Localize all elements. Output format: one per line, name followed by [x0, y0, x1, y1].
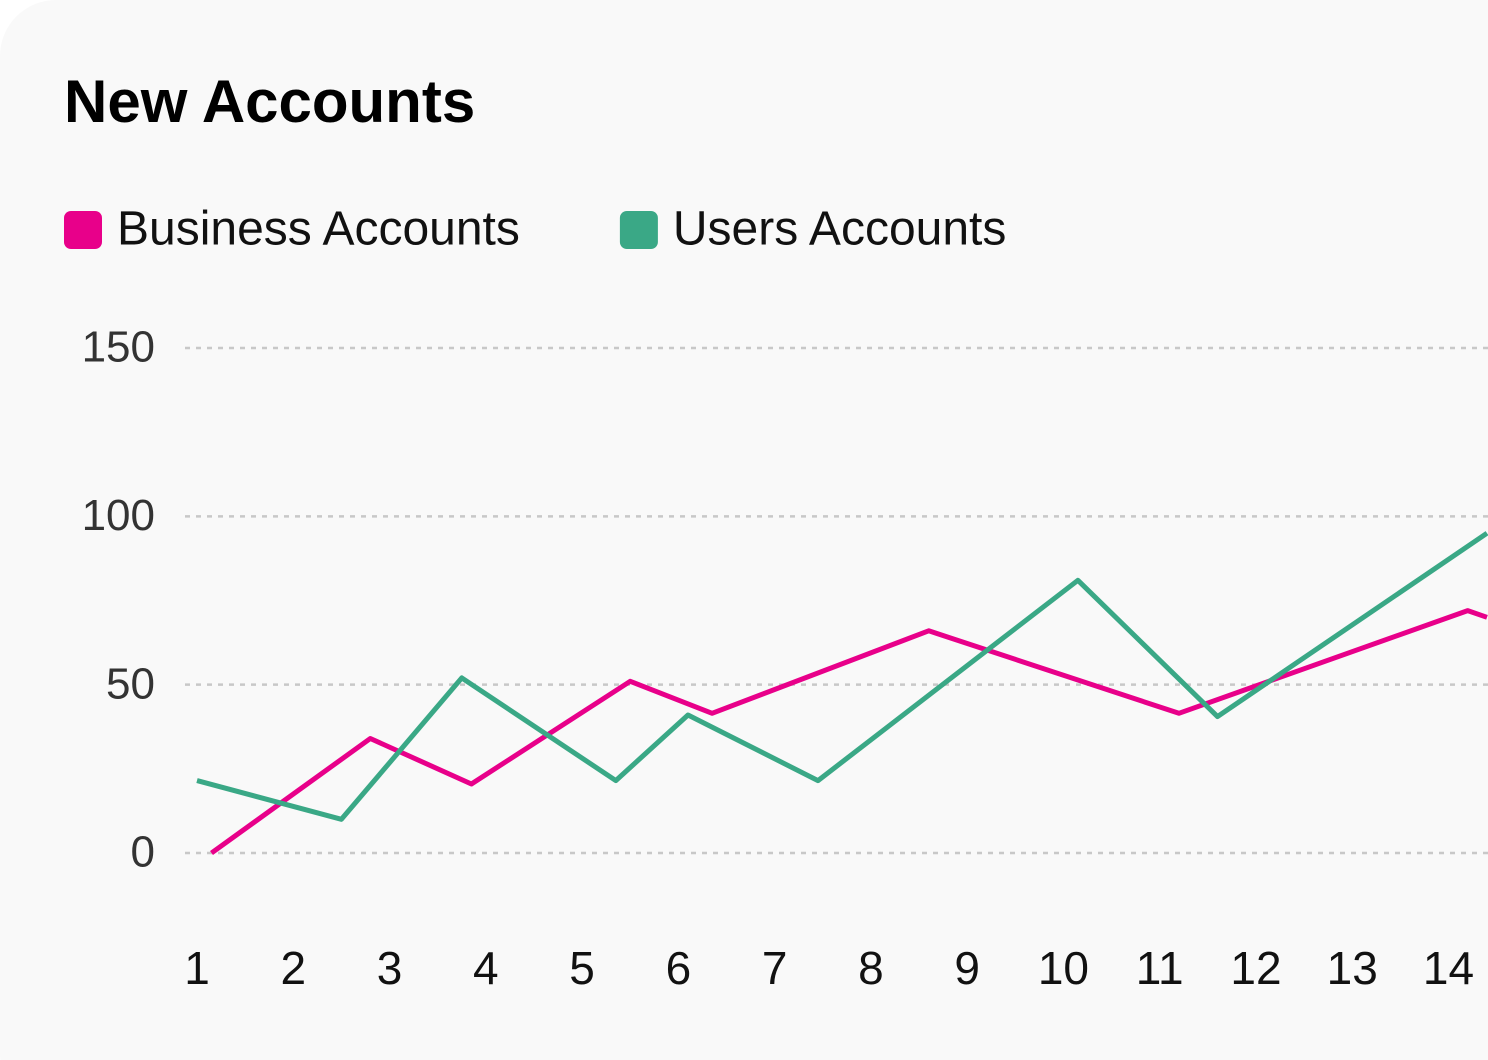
x-tick-label: 2 [281, 942, 307, 994]
y-tick-label: 50 [106, 659, 155, 708]
x-tick-label: 3 [377, 942, 403, 994]
data-line [210, 608, 1488, 856]
x-tick-label: 9 [954, 942, 980, 994]
x-tick-label: 12 [1230, 942, 1281, 994]
legend-swatch [64, 211, 102, 249]
x-tick-label: 10 [1038, 942, 1089, 994]
chart-title: New Accounts [64, 68, 475, 135]
y-tick-label: 150 [82, 323, 155, 372]
legend-swatch [619, 211, 658, 249]
x-tick-label: 11 [1136, 942, 1184, 994]
x-tick-label: 4 [473, 942, 499, 994]
x-tick-label: 1 [184, 942, 210, 994]
x-tick-label: 7 [762, 942, 788, 994]
x-tick-label: 8 [858, 942, 884, 994]
x-tick-label: 5 [569, 942, 595, 994]
y-tick-label: 100 [82, 491, 155, 540]
y-tick-label: 0 [131, 828, 155, 877]
x-tick-label: 6 [666, 942, 692, 994]
legend-label: Business Accounts [117, 203, 520, 256]
x-tick-label: 14 [1423, 942, 1474, 994]
data-line [196, 531, 1488, 822]
legend-label: Users Accounts [673, 203, 1006, 256]
x-tick-label: 13 [1327, 942, 1378, 994]
